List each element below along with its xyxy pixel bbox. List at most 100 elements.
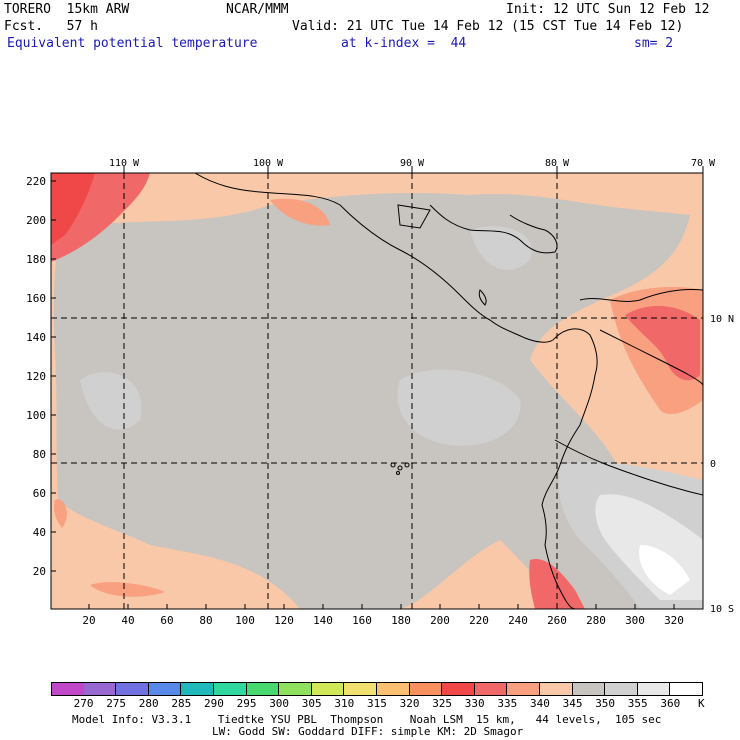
colorbar-label: 295 <box>236 697 257 710</box>
grid-label: 100 <box>235 614 255 627</box>
grid-label: 80 <box>33 448 46 461</box>
grid-label: 80 <box>199 614 212 627</box>
grid-label: 40 <box>33 526 46 539</box>
colorbar-swatch <box>637 682 671 696</box>
colorbar-swatch <box>148 682 182 696</box>
colorbar-label: 280 <box>138 697 159 710</box>
colorbar-swatch <box>377 682 410 696</box>
colorbar-swatch <box>214 682 247 696</box>
gray-region <box>53 193 703 609</box>
lat-label: 10 N <box>710 314 734 325</box>
lon-label: 100 W <box>253 158 284 169</box>
grid-label: 120 <box>274 614 294 627</box>
lon-labels: 110 W 100 W 90 W 80 W 70 W <box>109 158 716 169</box>
grid-label: 180 <box>391 614 411 627</box>
colorbar-label: 315 <box>367 697 387 710</box>
grid-label: 220 <box>26 175 46 188</box>
colorbar-swatch <box>507 682 540 696</box>
colorbar-swatch <box>670 682 703 696</box>
model-name: TORERO 15km ARW <box>4 2 130 17</box>
colorbar-swatch <box>83 682 117 696</box>
grid-label: 200 <box>430 614 450 627</box>
grid-label: 100 <box>26 409 46 422</box>
warm-region-ne-core <box>625 305 700 381</box>
colorbar-swatch <box>181 682 214 696</box>
colorbar-label: 305 <box>301 697 322 710</box>
colorbar-label: 290 <box>204 697 224 710</box>
init-time: Init: 12 UTC Sun 12 Feb 12 <box>506 2 710 17</box>
grid-label: 140 <box>313 614 333 627</box>
physics-info-line: LW: Godd SW: Goddard DIFF: simple KM: 2D… <box>212 725 524 738</box>
lon-label: 90 W <box>400 158 425 169</box>
grid-label: 120 <box>26 370 46 383</box>
warm-patch-south <box>90 582 165 597</box>
colorbar-label: 340 <box>530 697 550 710</box>
colorbar-swatch <box>442 682 475 696</box>
colorbar-label: 335 <box>497 697 518 710</box>
grid-label: 20 <box>82 614 95 627</box>
colorbar-label: 345 <box>562 697 583 710</box>
grid-label: 200 <box>26 214 46 227</box>
lat-label: 10 S <box>710 604 734 615</box>
forecast-hour: Fcst. 57 h <box>4 19 98 34</box>
lon-label: 70 W <box>691 158 716 169</box>
grid-label: 260 <box>547 614 567 627</box>
field-name: Equivalent potential temperature <box>7 36 258 51</box>
colorbar-label: 355 <box>627 697 648 710</box>
lon-label: 80 W <box>545 158 570 169</box>
colorbar-swatch <box>279 682 312 696</box>
lon-label: 110 W <box>109 158 140 169</box>
colorbar-swatch <box>311 682 345 696</box>
highlands-peak <box>639 545 690 595</box>
colorbar-label: 310 <box>334 697 355 710</box>
light-gray-patch <box>80 372 142 430</box>
colorbar-label: 320 <box>399 697 420 710</box>
grid-label: 160 <box>26 292 46 305</box>
grid-label: 180 <box>26 253 46 266</box>
lat-labels: 10 N 0 10 S <box>710 314 734 615</box>
grid-label: 40 <box>121 614 134 627</box>
grid-label: 60 <box>33 487 46 500</box>
top-ticks <box>123 166 704 173</box>
colorbar-swatch <box>605 682 638 696</box>
valid-time: Valid: 21 UTC Tue 14 Feb 12 (15 CST Tue … <box>292 19 684 34</box>
grid-label: 300 <box>625 614 645 627</box>
grid-label: 60 <box>160 614 173 627</box>
colorbar-swatch <box>344 682 377 696</box>
grid-label: 280 <box>586 614 606 627</box>
light-gray-patch <box>397 369 521 446</box>
colorbar-swatch <box>116 682 149 696</box>
colorbar-swatch <box>474 682 508 696</box>
smoothing-info: sm= 2 <box>634 36 674 51</box>
bottom-grid-labels: 20 40 60 80 100 120 140 160 180 200 220 … <box>82 614 684 627</box>
colorbar-label: 325 <box>432 697 453 710</box>
grid-label: 320 <box>664 614 684 627</box>
colorbar-swatch <box>540 682 573 696</box>
grid-ticks <box>51 180 675 609</box>
colorbar-label: 275 <box>106 697 127 710</box>
model-info-line: Model Info: V3.3.1 Tiedtke YSU PBL Thomp… <box>72 713 662 726</box>
colorbar-label: 285 <box>171 697 192 710</box>
grid-label: 220 <box>469 614 489 627</box>
grid-label: 240 <box>508 614 528 627</box>
grid-label: 140 <box>26 331 46 344</box>
colorbar-label: 350 <box>595 697 616 710</box>
colorbar-swatch <box>572 682 606 696</box>
grid-label: 20 <box>33 565 46 578</box>
center-name: NCAR/MMM <box>226 2 289 17</box>
warm-region-nw-core <box>51 173 95 245</box>
map-fill <box>51 173 703 609</box>
graticule <box>51 173 703 609</box>
warm-patch-sw <box>53 499 67 528</box>
level-info: at k-index = 44 <box>341 36 467 51</box>
coastlines <box>194 173 703 609</box>
colorbar-swatch <box>409 682 443 696</box>
colorbar-label: 330 <box>464 697 485 710</box>
lat-label: 0 <box>710 459 716 470</box>
colorbar-swatch <box>51 682 85 696</box>
colorbar-label: 300 <box>269 697 290 710</box>
colorbar-label: 270 <box>73 697 94 710</box>
colorbar-unit: K <box>698 697 705 710</box>
warm-region-coast <box>270 198 330 226</box>
